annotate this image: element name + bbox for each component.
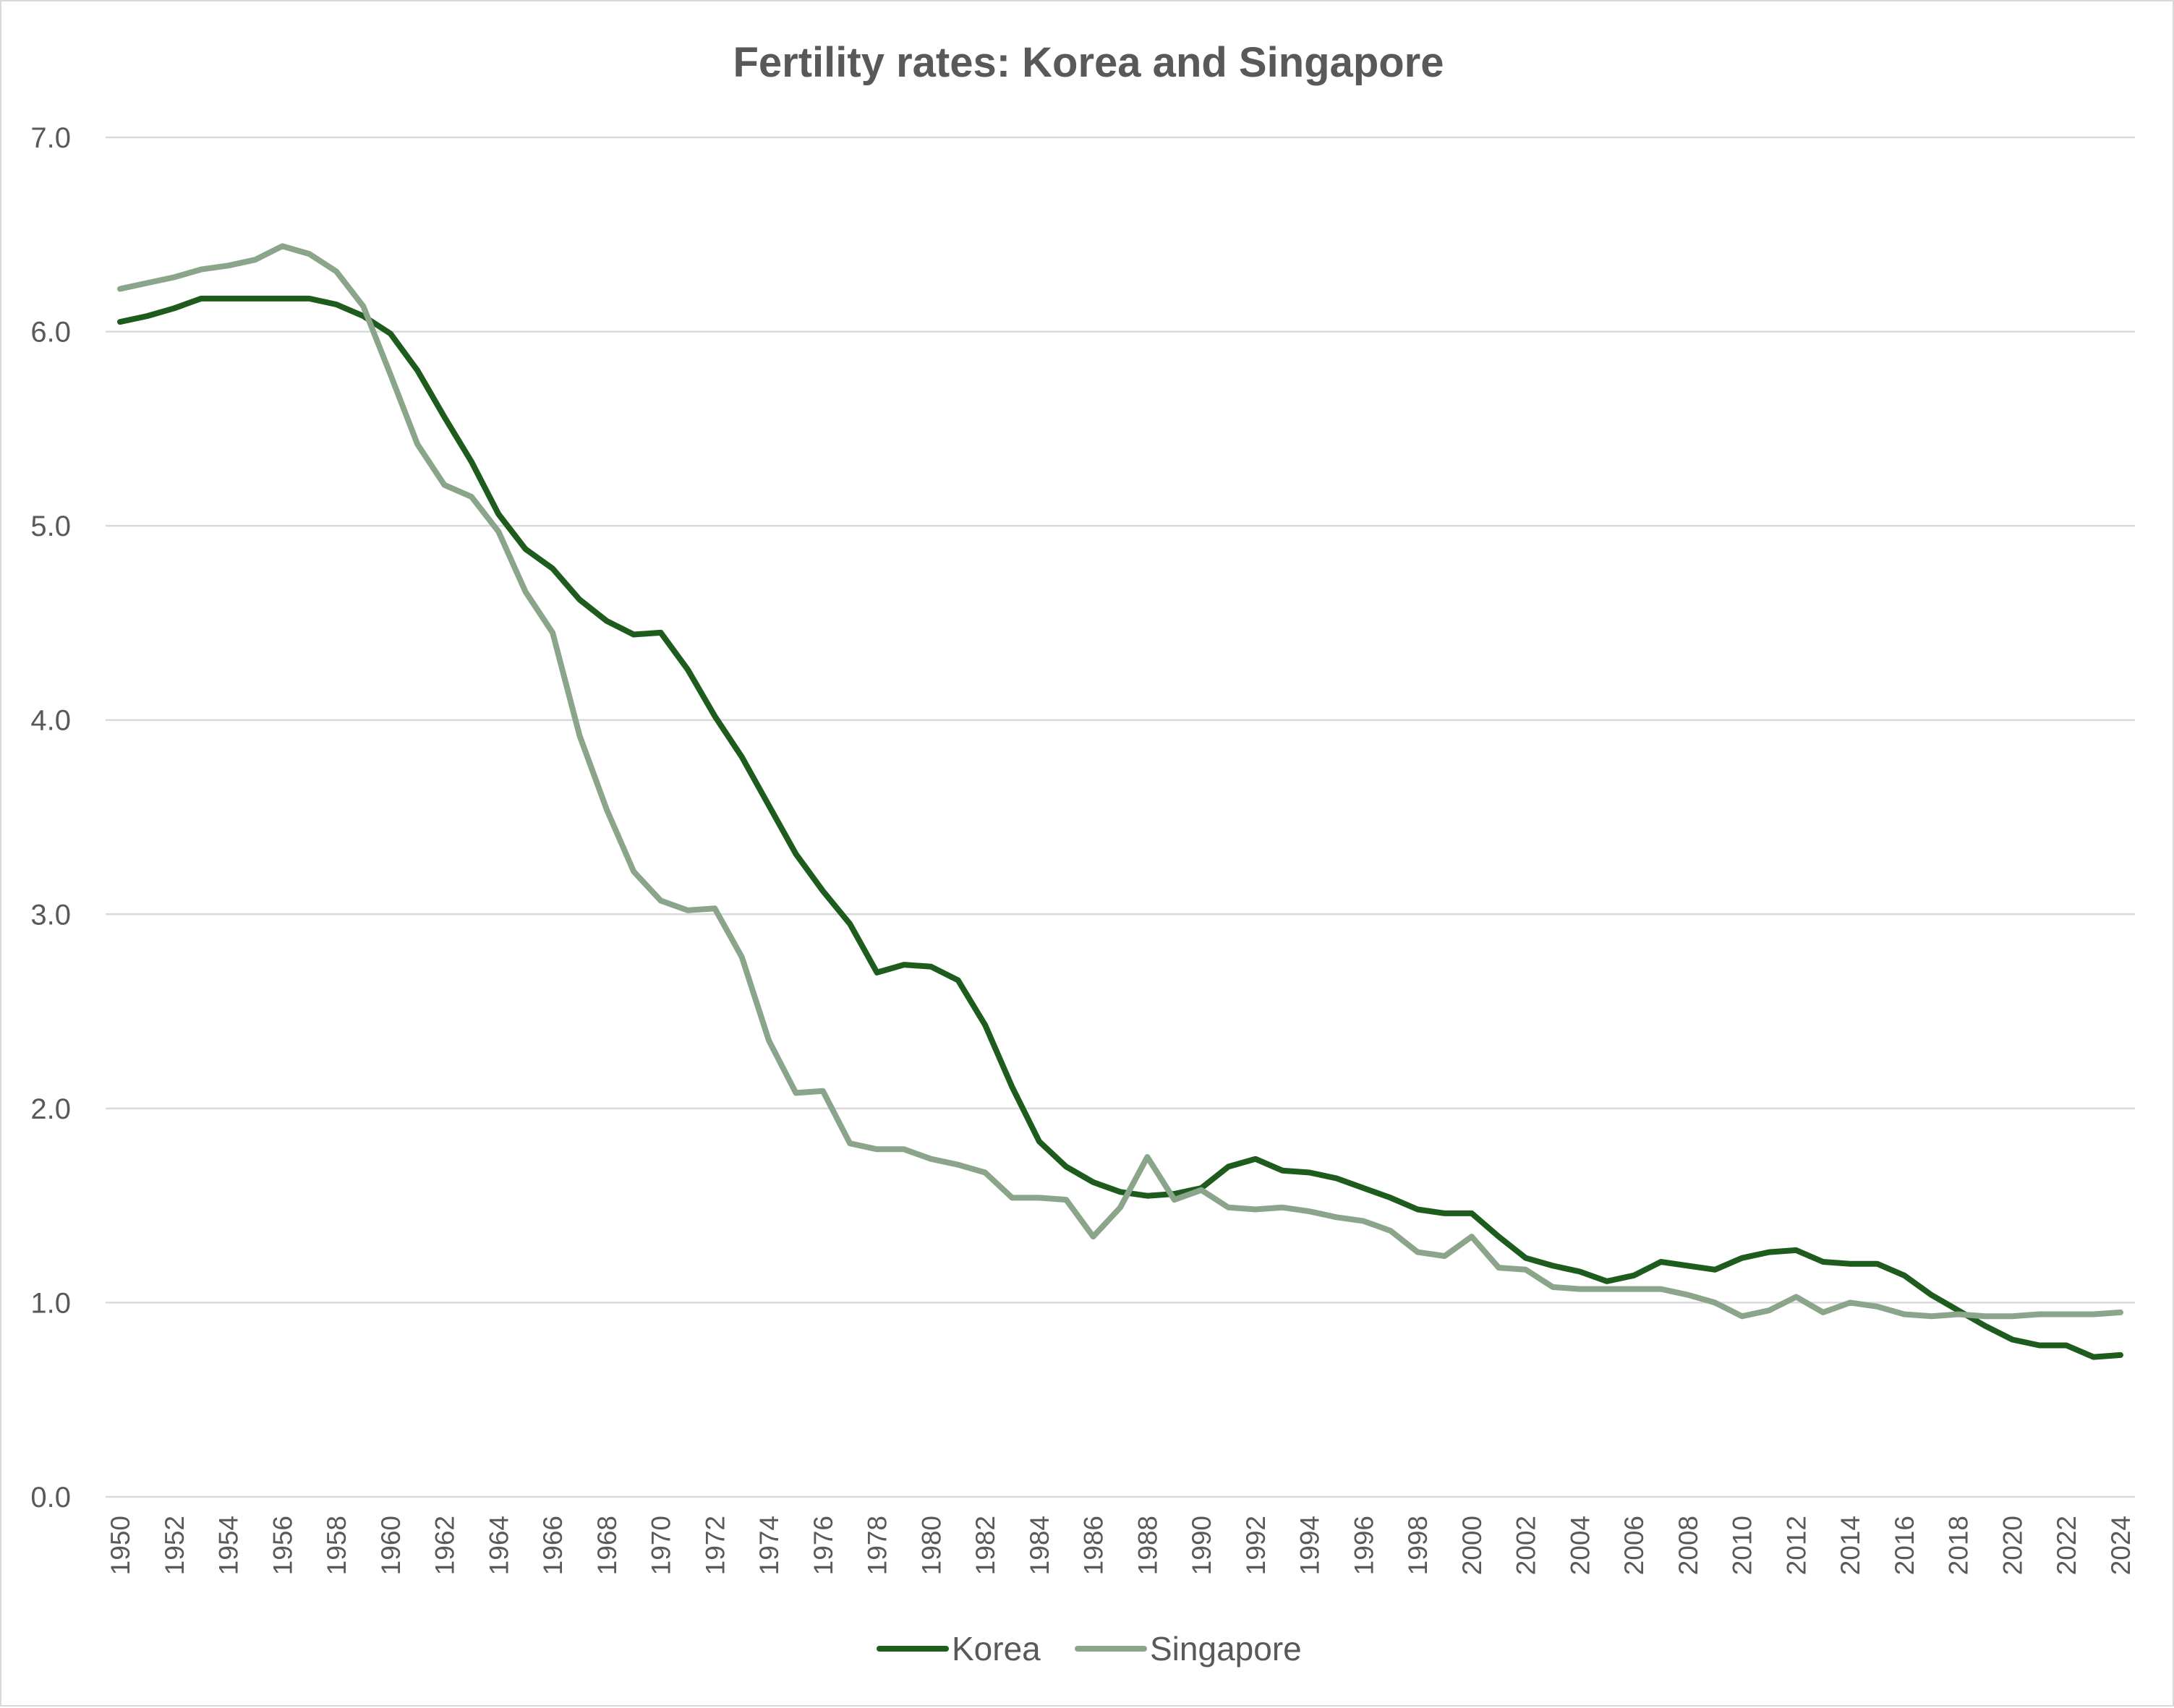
x-tick-label: 2008: [1674, 1516, 1703, 1575]
x-tick-label: 2022: [2052, 1516, 2081, 1575]
x-tick-label: 1988: [1133, 1516, 1162, 1575]
y-tick-label: 4.0: [30, 705, 71, 737]
legend-label-singapore: Singapore: [1150, 1630, 1302, 1668]
x-tick-label: 2014: [1836, 1516, 1865, 1575]
x-tick-label: 2000: [1457, 1516, 1487, 1575]
y-tick-label: 7.0: [30, 122, 71, 154]
x-tick-label: 1990: [1187, 1516, 1216, 1575]
x-tick-label: 1994: [1295, 1516, 1325, 1575]
x-tick-label: 1976: [809, 1516, 838, 1575]
series-line-korea: [117, 295, 2123, 1360]
x-tick-label: 1954: [214, 1516, 244, 1575]
x-tick-label: 1968: [592, 1516, 622, 1575]
x-tick-label: 1974: [754, 1516, 784, 1575]
y-tick-label: 0.0: [30, 1482, 71, 1513]
x-tick-label: 2024: [2106, 1516, 2136, 1575]
y-tick-label: 5.0: [30, 511, 71, 542]
x-tick-label: 1998: [1403, 1516, 1433, 1575]
legend: Korea Singapore: [877, 1630, 1302, 1668]
chart-title: Fertility rates: Korea and Singapore: [733, 39, 1444, 86]
x-tick-label: 1996: [1349, 1516, 1378, 1575]
x-tick-label: 1966: [538, 1516, 568, 1575]
x-tick-label: 2018: [1944, 1516, 1974, 1575]
x-tick-label: 1980: [916, 1516, 946, 1575]
y-axis-tick-labels: 0.0 1.0 2.0 3.0 4.0 5.0 6.0 7.0: [30, 122, 71, 1513]
x-tick-label: 1964: [484, 1516, 513, 1575]
x-tick-label: 1984: [1025, 1516, 1054, 1575]
x-tick-label: 1960: [376, 1516, 406, 1575]
y-tick-label: 1.0: [30, 1287, 71, 1319]
x-tick-label: 1950: [106, 1516, 135, 1575]
x-tick-label: 1956: [268, 1516, 297, 1575]
series-line-singapore: [117, 243, 2123, 1320]
x-tick-label: 2006: [1619, 1516, 1649, 1575]
y-tick-label: 3.0: [30, 899, 71, 931]
x-tick-label: 1992: [1241, 1516, 1271, 1575]
x-tick-label: 2020: [1998, 1516, 2027, 1575]
x-tick-label: 2016: [1890, 1516, 1919, 1575]
x-tick-label: 1986: [1079, 1516, 1109, 1575]
y-tick-label: 2.0: [30, 1093, 71, 1125]
x-tick-label: 1952: [160, 1516, 189, 1575]
y-tick-label: 6.0: [30, 317, 71, 349]
x-tick-label: 1972: [700, 1516, 730, 1575]
x-tick-label: 2010: [1728, 1516, 1757, 1575]
legend-label-korea: Korea: [952, 1630, 1041, 1668]
x-tick-label: 1958: [322, 1516, 351, 1575]
x-tick-label: 1970: [647, 1516, 676, 1575]
x-tick-label: 1978: [863, 1516, 892, 1575]
x-axis-tick-labels: 1950 1952 1954 1956 1958 1960 1962 1964 1966 1968…: [106, 1516, 2136, 1575]
series-lines: [117, 243, 2123, 1360]
x-tick-label: 2004: [1565, 1516, 1595, 1575]
x-tick-label: 1962: [430, 1516, 460, 1575]
gridlines: [106, 136, 2135, 1498]
x-tick-label: 1982: [971, 1516, 1000, 1575]
x-tick-label: 2012: [1781, 1516, 1811, 1575]
x-tick-label: 2002: [1512, 1516, 1541, 1575]
